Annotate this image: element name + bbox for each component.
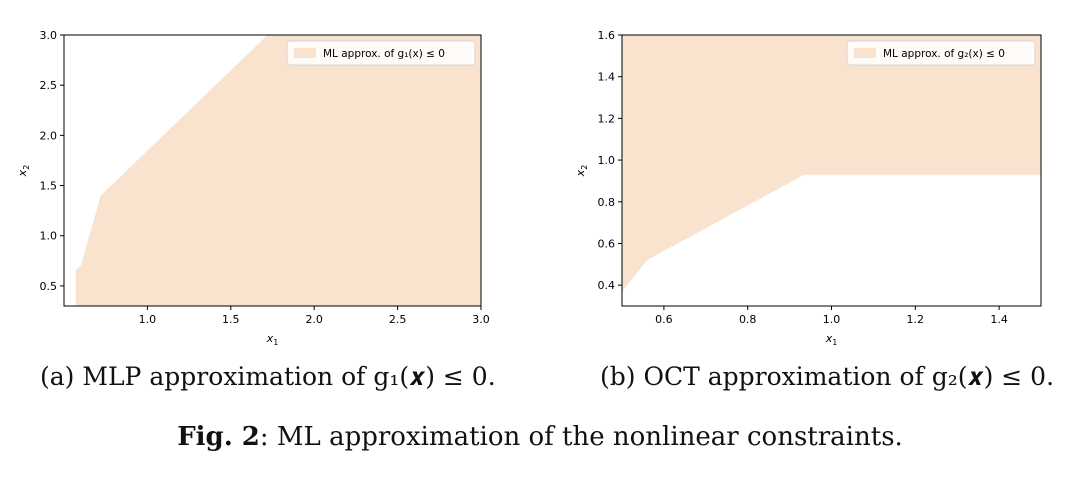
y-axis-label-sub: 2 [22,165,31,170]
x-tick-label: 3.0 [472,313,490,326]
figure-label: Fig. 2 [177,422,260,452]
y-tick-label: 1.2 [598,112,616,125]
x-tick-label: 0.6 [655,313,673,326]
legend-label: ML approx. of g₂(x) ≤ 0 [883,48,1005,60]
feasible-region [75,35,481,306]
caption-a: (a) MLP approximation of g₁(𝒙) ≤ 0. [40,362,496,391]
x-axis-label: x1 [266,332,279,347]
y-tick-label: 0.8 [598,196,616,209]
x-tick-label: 1.4 [990,313,1008,326]
x-tick-label: 2.5 [389,313,407,326]
y-axis-label-sub: 2 [580,165,589,170]
y-tick-label: 1.0 [40,230,58,243]
x-tick-label: 1.0 [139,313,157,326]
figure-caption-text: : ML approximation of the nonlinear cons… [259,422,903,452]
figure-caption: Fig. 2: ML approximation of the nonlinea… [0,422,1080,452]
legend-swatch [294,48,316,58]
x-tick-label: 1.5 [222,313,240,326]
legend-box [846,40,1036,66]
x-axis-label-sub: 1 [832,338,837,347]
y-tick-label: 1.4 [598,71,616,84]
y-axis-label: x2 [574,165,589,178]
y-tick-label: 2.0 [40,129,58,142]
y-tick-label: 3.0 [40,29,58,42]
x-tick-label: 1.2 [907,313,925,326]
x-tick-label: 1.0 [823,313,841,326]
x-tick-label: 2.0 [305,313,323,326]
legend-label: ML approx. of g₁(x) ≤ 0 [323,48,445,60]
y-tick-label: 1.0 [598,154,616,167]
axes-frame [63,34,482,307]
x-tick-label: 0.8 [739,313,757,326]
y-tick-label: 0.4 [598,279,616,292]
x-axis-label-sub: 1 [273,338,278,347]
legend-swatch [854,48,876,58]
chart-mlp: 1.0 1.5 2.0 2.5 3.0 0.5 1.0 1.5 2.0 2.5 3.0 x1 x2 ML … [16,29,490,347]
legend-box [286,40,476,66]
y-tick-label: 0.6 [598,237,616,250]
y-tick-label: 2.5 [40,79,58,92]
y-tick-label: 1.6 [598,29,616,42]
y-tick-label: 1.5 [40,180,58,193]
x-axis-label: x1 [825,332,838,347]
chart-oct: 0.6 0.8 1.0 1.2 1.4 0.4 0.6 0.8 1.0 1.2 1.4 1.6 x1 x2… [574,29,1042,347]
caption-b: (b) OCT approximation of g₂(𝒙) ≤ 0. [600,362,1055,391]
y-tick-label: 0.5 [40,280,58,293]
feasible-region [622,35,1041,294]
y-axis-label: x2 [16,165,31,178]
